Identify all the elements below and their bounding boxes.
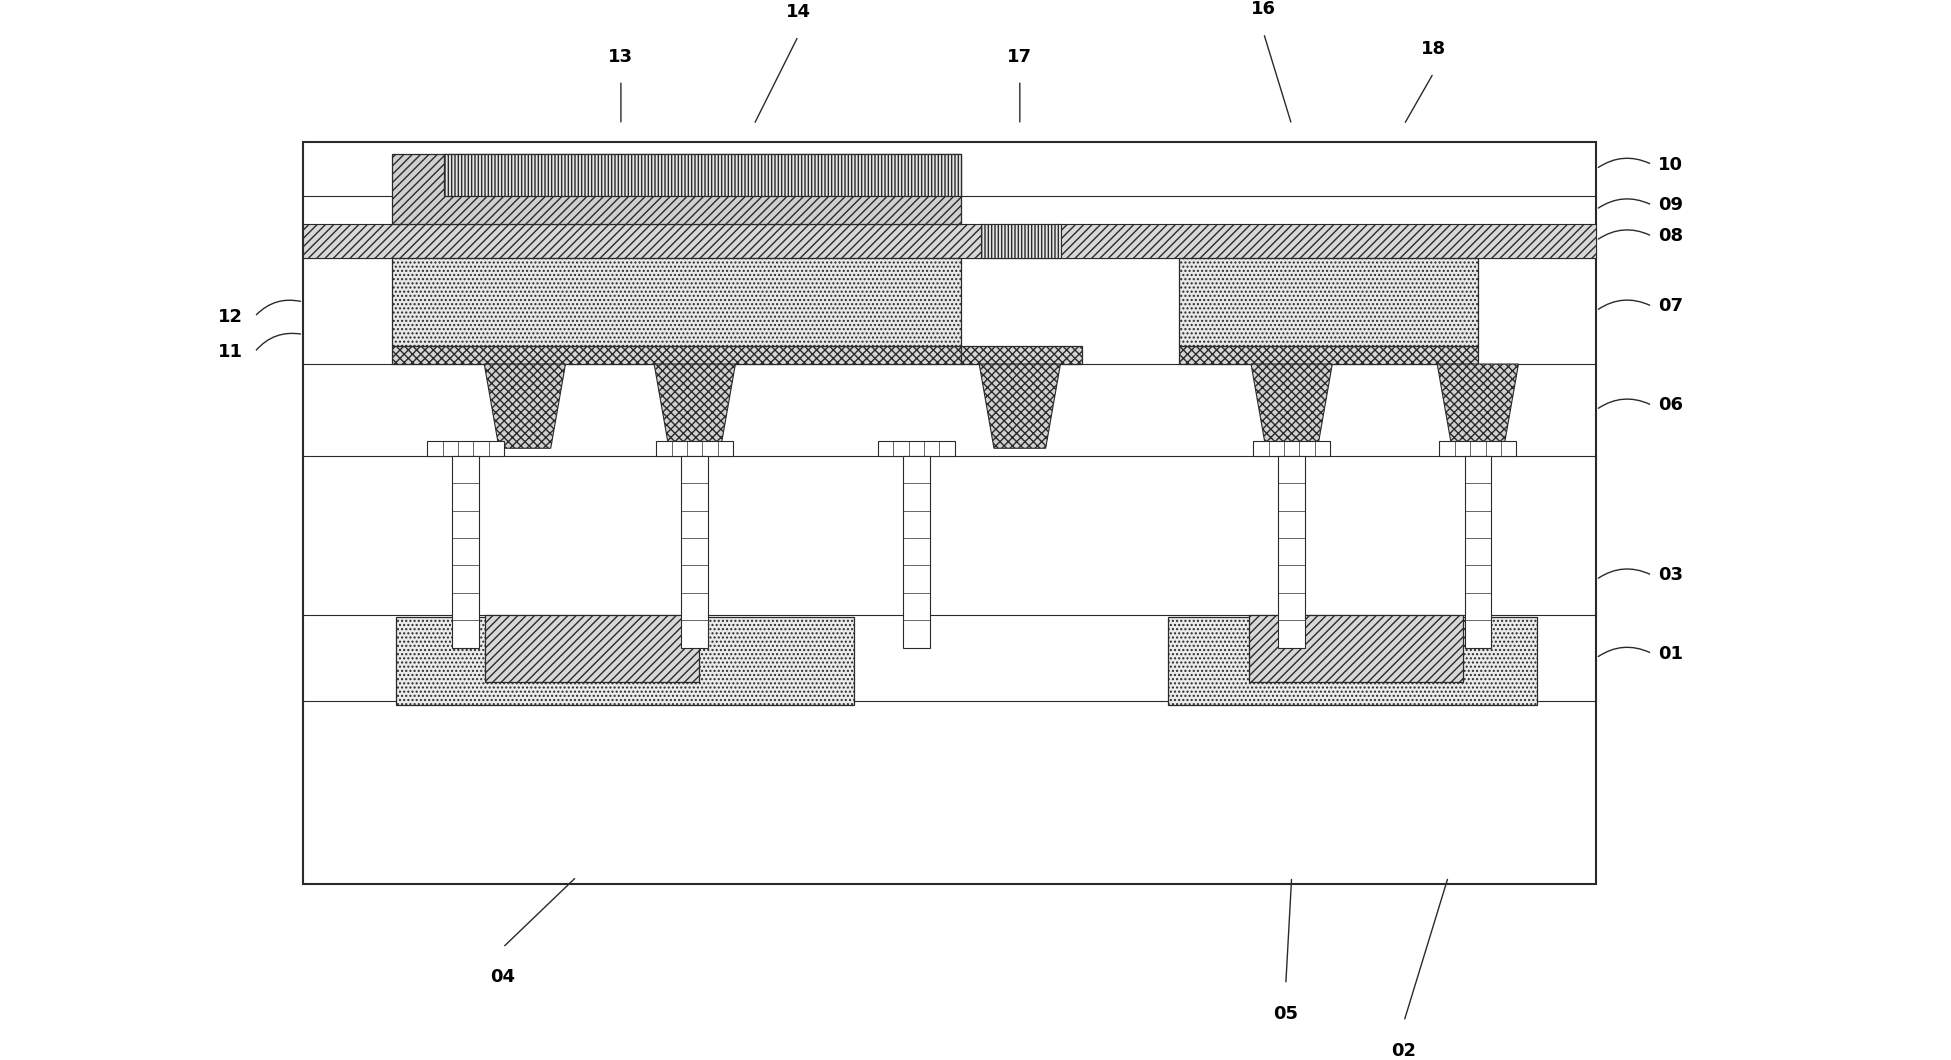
Bar	[981, 224, 1061, 258]
Bar	[656, 441, 734, 456]
Text: 02: 02	[1391, 1042, 1416, 1060]
Polygon shape	[979, 364, 1061, 448]
Bar	[878, 441, 954, 456]
Bar	[1180, 258, 1477, 347]
Bar	[453, 456, 480, 648]
Text: 13: 13	[609, 48, 634, 66]
Bar	[392, 155, 960, 224]
Text: 14: 14	[786, 3, 812, 21]
Bar	[1180, 347, 1477, 364]
Bar	[1253, 441, 1331, 456]
Polygon shape	[1251, 364, 1333, 448]
Text: 06: 06	[1658, 396, 1684, 414]
Bar	[392, 347, 960, 364]
Bar	[681, 456, 708, 648]
Bar	[903, 456, 931, 648]
Bar	[392, 258, 960, 347]
Bar	[427, 441, 503, 456]
Bar	[302, 224, 1596, 258]
Text: 17: 17	[1007, 48, 1032, 66]
Bar	[396, 617, 855, 705]
Bar	[486, 615, 698, 682]
Polygon shape	[484, 364, 566, 448]
Bar	[1465, 456, 1491, 648]
Text: 05: 05	[1274, 1005, 1297, 1023]
Text: 08: 08	[1658, 227, 1684, 245]
Bar	[443, 155, 960, 196]
Text: 04: 04	[490, 969, 515, 986]
Text: 10: 10	[1658, 156, 1684, 174]
Polygon shape	[654, 364, 736, 448]
Text: 03: 03	[1658, 566, 1684, 584]
Text: 18: 18	[1420, 40, 1446, 58]
Bar	[1167, 617, 1537, 705]
Bar	[960, 347, 1083, 364]
Text: 07: 07	[1658, 298, 1684, 316]
Text: 16: 16	[1251, 0, 1276, 18]
Text: 12: 12	[219, 307, 242, 325]
Bar	[1249, 615, 1463, 682]
Text: 09: 09	[1658, 196, 1684, 214]
Text: 01: 01	[1658, 644, 1684, 662]
Bar	[1440, 441, 1516, 456]
Bar	[1278, 456, 1305, 648]
Bar	[302, 142, 1596, 884]
Polygon shape	[1438, 364, 1518, 448]
Text: 11: 11	[219, 343, 242, 361]
